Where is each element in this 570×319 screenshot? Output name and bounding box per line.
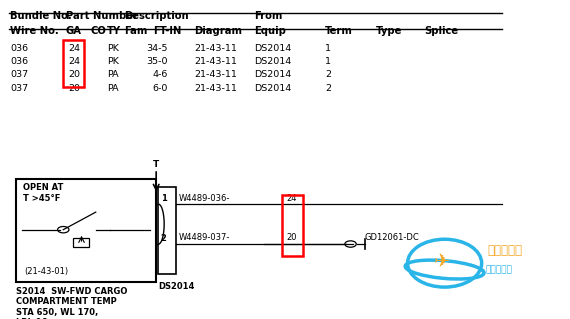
Bar xyxy=(282,195,303,256)
Text: 2: 2 xyxy=(161,234,166,243)
Text: DS2014: DS2014 xyxy=(158,282,195,291)
Text: 037: 037 xyxy=(10,84,28,93)
Text: PK: PK xyxy=(107,44,119,53)
Text: 20: 20 xyxy=(68,70,80,79)
Text: PA: PA xyxy=(107,70,119,79)
Text: Diagram: Diagram xyxy=(194,26,242,36)
Text: GA: GA xyxy=(66,26,82,36)
Text: Equip: Equip xyxy=(254,26,286,36)
Bar xyxy=(16,179,156,282)
Text: 2: 2 xyxy=(325,84,331,93)
Bar xyxy=(158,187,176,274)
Text: W4489-037-: W4489-037- xyxy=(178,234,230,242)
Text: Type: Type xyxy=(376,26,402,36)
Text: 1: 1 xyxy=(325,57,331,66)
Text: GD12061-DC: GD12061-DC xyxy=(365,234,420,242)
Text: 2: 2 xyxy=(325,70,331,79)
Text: 24: 24 xyxy=(68,57,80,66)
Text: T: T xyxy=(153,160,159,169)
Text: Description: Description xyxy=(124,11,189,21)
Text: 24: 24 xyxy=(68,44,80,53)
Text: 1: 1 xyxy=(325,44,331,53)
Text: PK: PK xyxy=(107,57,119,66)
Text: Fam: Fam xyxy=(124,26,148,36)
Text: 037: 037 xyxy=(10,70,28,79)
Text: 20: 20 xyxy=(68,84,80,93)
Text: 飞行者联盟: 飞行者联盟 xyxy=(487,244,522,257)
Text: S2014  SW-FWD CARGO
COMPARTMENT TEMP
STA 650, WL 170,
LBL 96: S2014 SW-FWD CARGO COMPARTMENT TEMP STA … xyxy=(16,287,127,319)
Bar xyxy=(73,238,89,247)
Bar xyxy=(63,40,84,87)
Text: 036: 036 xyxy=(10,44,28,53)
Text: 21-43-11: 21-43-11 xyxy=(194,70,237,79)
Text: DS2014: DS2014 xyxy=(254,70,291,79)
Text: Splice: Splice xyxy=(425,26,459,36)
Text: DS2014: DS2014 xyxy=(254,84,291,93)
Text: 21-43-11: 21-43-11 xyxy=(194,44,237,53)
Text: 加入我们！: 加入我们！ xyxy=(486,265,512,274)
Text: 1: 1 xyxy=(161,194,166,203)
Text: 21-43-11: 21-43-11 xyxy=(194,84,237,93)
Text: (21-43-01): (21-43-01) xyxy=(25,267,68,276)
Text: Wire No.: Wire No. xyxy=(10,26,59,36)
Text: 036: 036 xyxy=(10,57,28,66)
Text: TY: TY xyxy=(107,26,121,36)
Text: Bundle No.: Bundle No. xyxy=(10,11,72,21)
Text: Term: Term xyxy=(325,26,353,36)
Text: 4-6: 4-6 xyxy=(153,70,168,79)
Text: 35-0: 35-0 xyxy=(146,57,168,66)
Text: OPEN AT
T >45°F: OPEN AT T >45°F xyxy=(23,183,63,203)
Text: 24: 24 xyxy=(287,194,297,203)
Text: PA: PA xyxy=(107,84,119,93)
Text: 21-43-11: 21-43-11 xyxy=(194,57,237,66)
Text: DS2014: DS2014 xyxy=(254,44,291,53)
Text: ✈: ✈ xyxy=(434,252,450,271)
Text: 6-0: 6-0 xyxy=(153,84,168,93)
Text: Part Number: Part Number xyxy=(66,11,137,21)
Text: FT-IN: FT-IN xyxy=(153,26,181,36)
Text: From: From xyxy=(254,11,282,21)
Text: 34-5: 34-5 xyxy=(146,44,168,53)
Text: DS2014: DS2014 xyxy=(254,57,291,66)
Text: CO: CO xyxy=(90,26,106,36)
Text: 20: 20 xyxy=(287,234,297,242)
Text: W4489-036-: W4489-036- xyxy=(178,194,230,203)
